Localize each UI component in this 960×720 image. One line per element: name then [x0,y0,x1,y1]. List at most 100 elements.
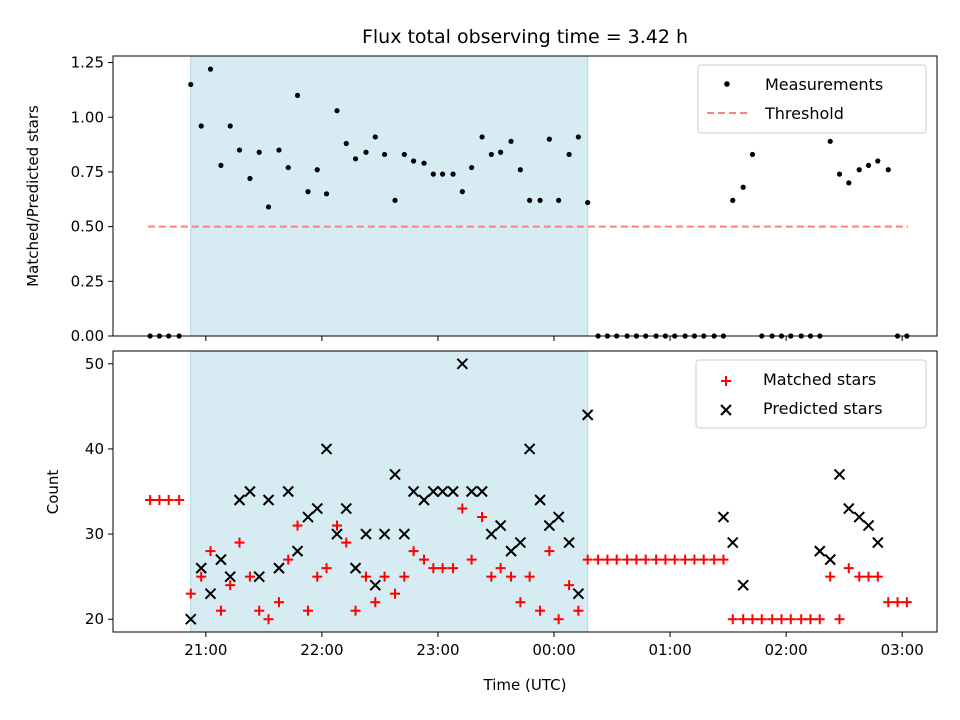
predicted-point [505,545,517,557]
top-y-tick-label: 0.50 [71,218,104,236]
measurement-point [546,136,552,142]
measurement-point [198,123,204,129]
predicted-point [534,494,546,506]
matched-point [437,563,448,574]
matched-point [145,495,156,506]
predicted-point [494,519,507,532]
matched-point [573,605,584,616]
bottom-y-tick-label: 30 [85,525,104,543]
matched-point [593,554,604,565]
top-y-axis: 0.00 0.25 0.50 0.75 1.00 1.25 [71,54,113,345]
matched-point [361,571,372,582]
matched-point [486,571,497,582]
predicted-point [311,502,323,515]
top-legend: Measurements Threshold [697,64,927,134]
matched-point [622,554,633,565]
top-y-tick-label: 0.25 [71,272,104,290]
predicted-point [737,579,749,591]
bottom-legend: Matched stars Predicted stars [695,359,927,429]
predicted-point [456,358,469,370]
matched-point [544,546,555,557]
matched-point [669,554,680,565]
predicted-point [262,494,275,506]
top-plot-frame [112,55,938,337]
bottom-panel: 20 30 40 50 21:00 22:00 23:00 00:00 01:00 02:00 0… [44,350,938,694]
measurement-point [875,158,881,164]
predicted-point [727,536,739,549]
bottom-y-axis-label: Count [44,470,62,515]
predicted-point [195,562,207,574]
top-x-axis [205,336,903,341]
legend-marker-matched [721,376,731,386]
top-y-tick-label: 0.00 [71,327,104,345]
matched-point [756,614,767,625]
measurement-point [749,151,756,158]
predicted-point [485,528,498,540]
bottom-y-tick-label: 40 [85,440,104,458]
measurement-point [372,134,378,140]
measurement-point [285,164,291,171]
matched-point [651,554,662,565]
predicted-point [552,511,565,523]
predicted-point [233,494,246,506]
measurement-point [488,151,494,158]
predicted-point [291,545,304,557]
matched-point [312,571,323,582]
x-tick-label: 01:00 [648,641,691,659]
measurement-point [276,147,282,153]
predicted-point [418,494,430,506]
bottom-y-tick-label: 20 [85,610,104,628]
measurement-point [440,171,446,177]
x-tick-label: 02:00 [765,641,808,659]
top-y-tick-label: 0.75 [71,163,104,181]
matched-point [611,554,622,565]
measurement-point [207,66,214,72]
measurement-point [352,156,359,162]
measurement-point [527,197,533,203]
predicted-point [824,553,836,566]
matched-point [854,571,865,582]
matched-point [602,554,613,565]
measurement-point [256,149,262,155]
matched-point [254,605,265,616]
matched-point [331,520,342,531]
matched-point [350,605,361,616]
predicted-point [369,579,381,591]
matched-point [174,495,185,506]
legend-marker-measurements [724,81,730,87]
matched-point [292,520,303,531]
predicted-point [398,528,411,540]
matched-point [796,614,807,625]
x-tick-label: 00:00 [532,641,575,659]
bottom-x-axis: 21:00 22:00 23:00 00:00 01:00 02:00 03:00 [184,632,924,659]
matched-point [660,554,671,565]
measurement-point [556,197,562,203]
matched-point [718,554,729,565]
measurement-point [450,171,456,177]
measurement-point [392,197,398,203]
measurement-point [381,151,388,158]
top-y-tick-label: 1.00 [71,108,104,126]
measurement-point [479,134,485,140]
predicted-point [465,485,478,498]
matched-point [321,563,332,574]
predicted-point [185,613,197,625]
matched-point [901,597,912,608]
bottom-y-tick-label: 50 [85,355,104,373]
x-tick-label: 22:00 [300,641,343,659]
matched-point [709,554,720,565]
matched-point [767,614,778,625]
bottom-y-axis: 20 30 40 50 [85,355,113,628]
matched-point [631,554,642,565]
predicted-point [717,511,730,523]
predicted-point [331,528,343,540]
matched-point [399,571,410,582]
measurement-point [498,149,504,155]
predicted-point [514,536,527,549]
measurement-point [469,164,475,171]
matched-point [843,563,854,574]
matched-point [495,563,506,574]
matched-point [185,588,196,599]
measurement-point [585,199,591,206]
